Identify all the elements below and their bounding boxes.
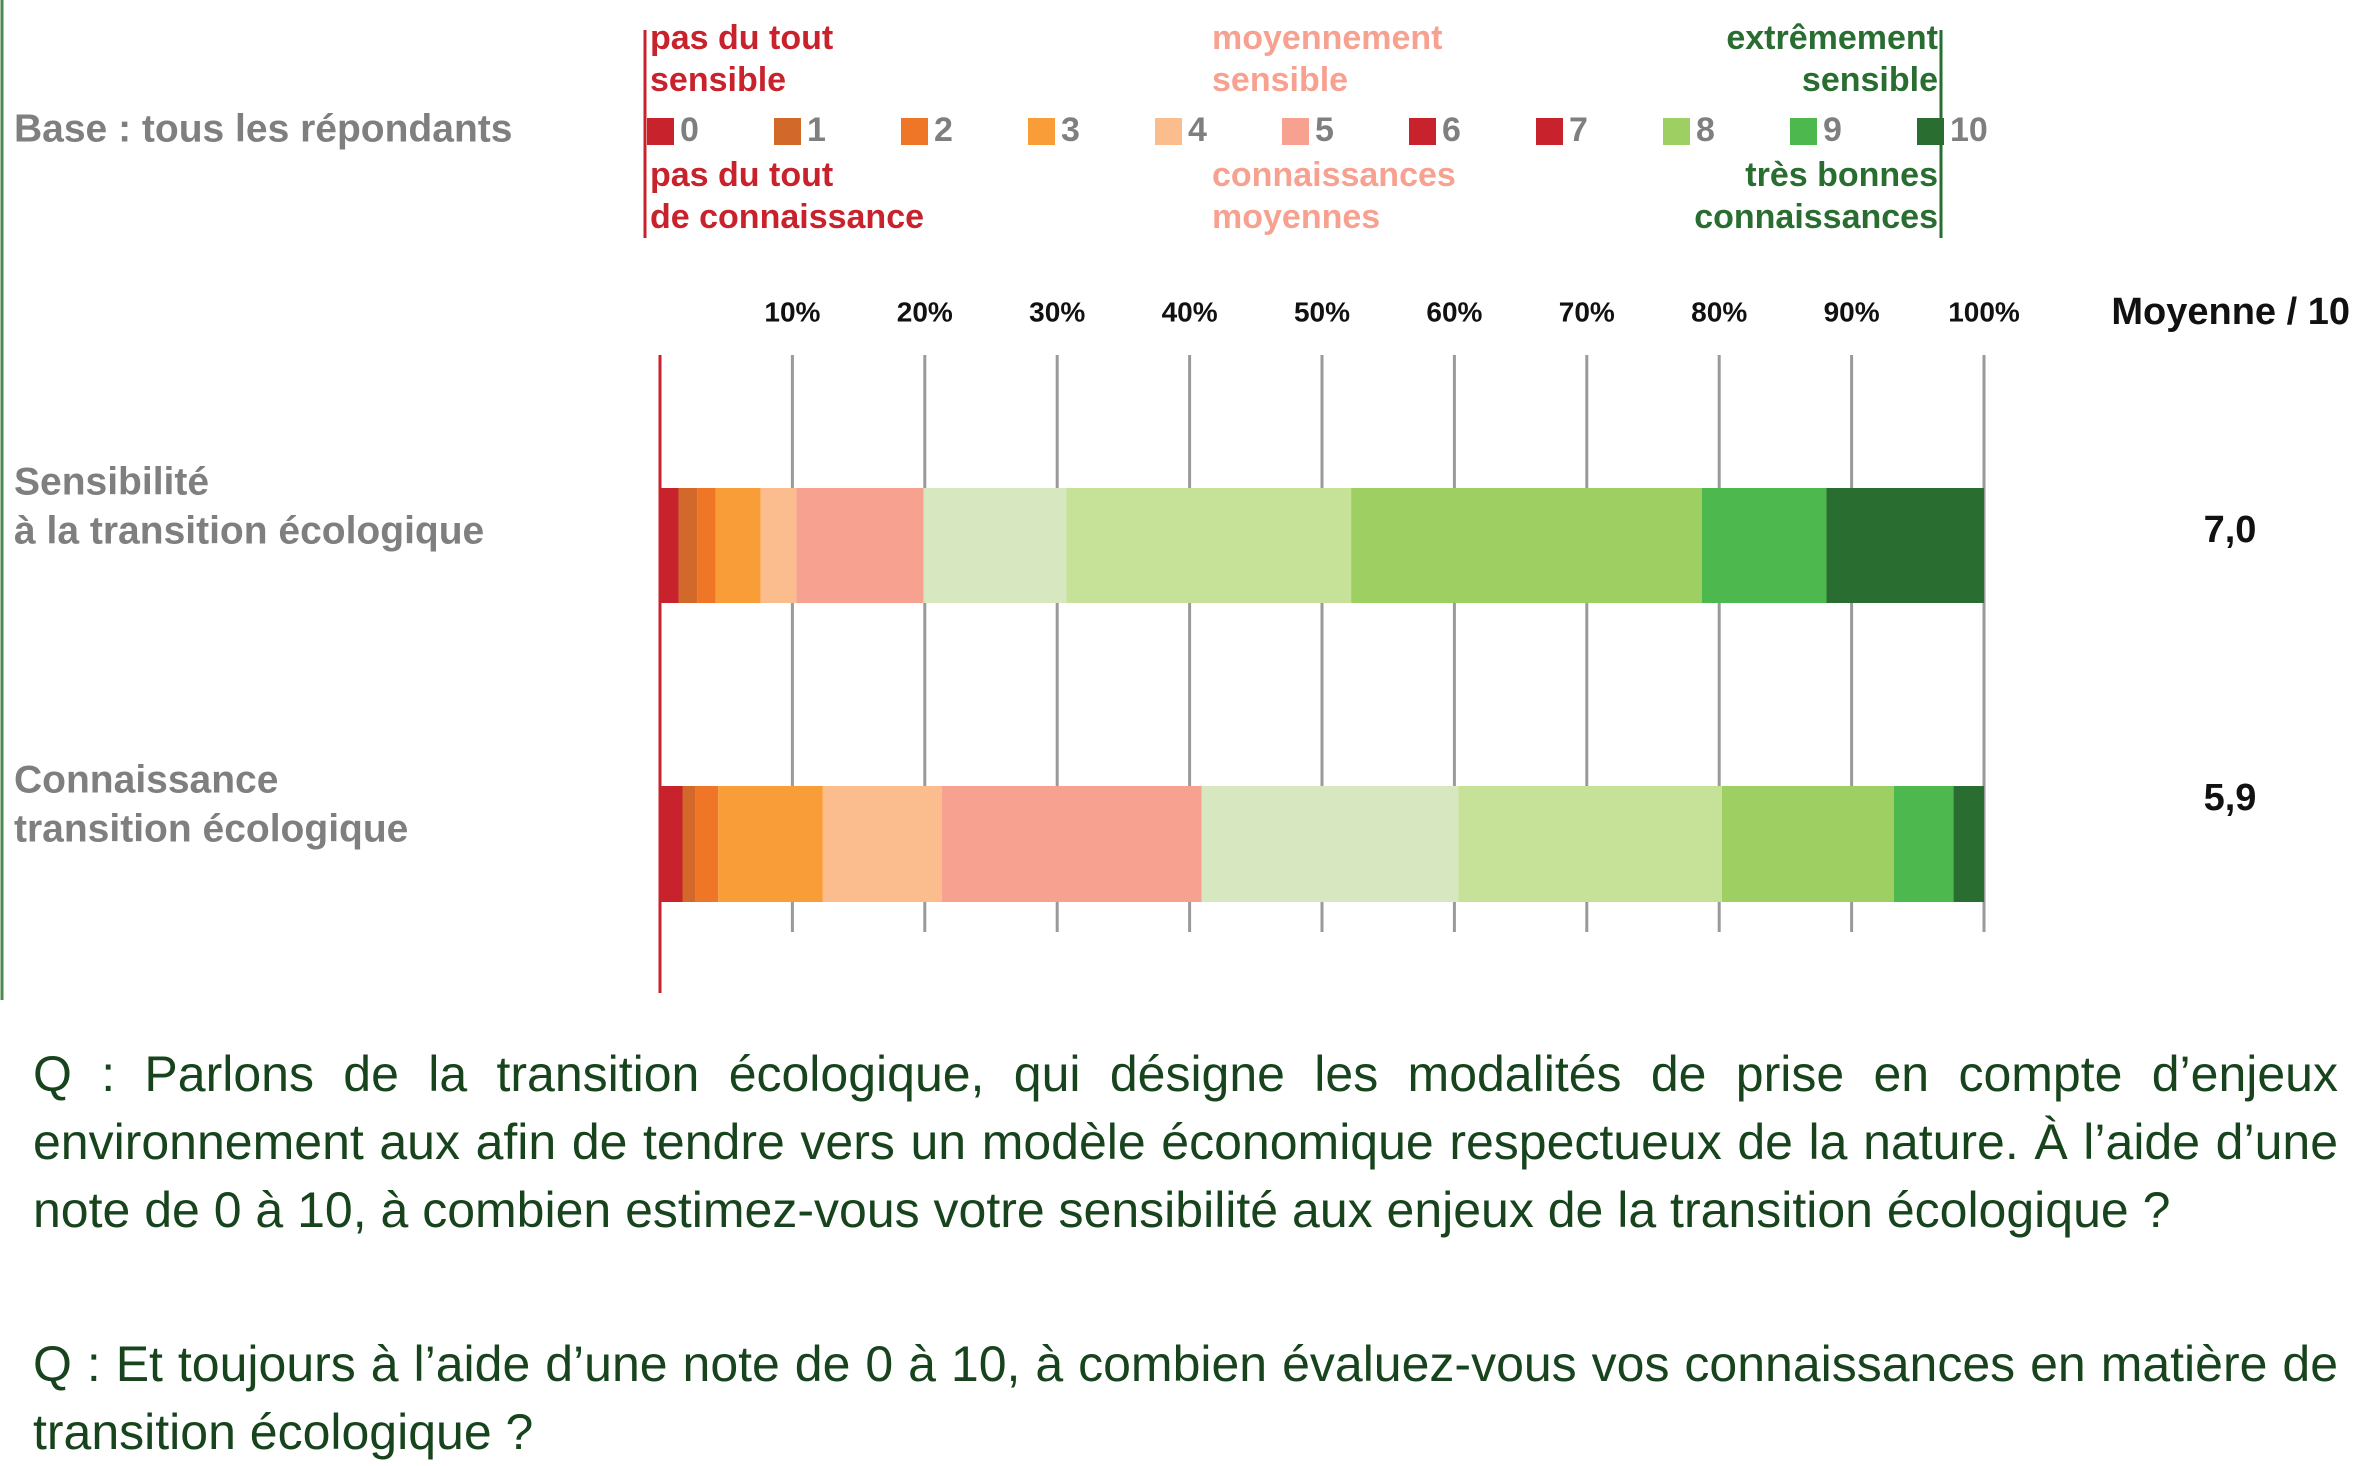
legend-swatch — [901, 118, 928, 145]
legend-label: 5 — [1315, 111, 1334, 149]
bar-segment — [697, 488, 716, 603]
legend-label: 1 — [807, 111, 826, 149]
bar-segment — [1458, 786, 1722, 902]
bar-segment — [678, 488, 698, 603]
bar-segment — [796, 488, 924, 603]
subtitle: Base : tous les répondants — [14, 107, 512, 150]
scale-annotation: moyennement — [1212, 19, 1443, 57]
legend-label: 9 — [1823, 111, 1842, 149]
x-tick-label: 70% — [1559, 296, 1615, 327]
question-1: Q : Parlons de la transition écologique,… — [33, 1046, 2338, 1238]
mean-label: 7,0 — [2204, 509, 2257, 551]
x-tick-label: 50% — [1294, 296, 1350, 327]
scale-annotation: sensible — [1802, 61, 1938, 99]
legend-swatch — [1917, 118, 1944, 145]
bar-segment — [715, 488, 761, 603]
legend-label: 7 — [1569, 111, 1588, 149]
scale-annotation: pas du tout — [650, 19, 833, 57]
legend-label: 4 — [1188, 111, 1207, 149]
legend-label: 8 — [1696, 111, 1715, 149]
bar-segment — [660, 488, 679, 603]
category-label: à la transition écologique — [14, 509, 484, 552]
category-label: transition écologique — [14, 807, 408, 850]
x-tick-label: 80% — [1691, 296, 1747, 327]
legend-swatch — [1028, 118, 1055, 145]
x-tick-label: 10% — [764, 296, 820, 327]
legend-swatch — [1790, 118, 1817, 145]
scale-annotation: extrêmement — [1726, 19, 1938, 57]
x-tick-label: 40% — [1162, 296, 1218, 327]
scale-annotation: connaissances — [1694, 198, 1938, 236]
x-tick-label: 100% — [1948, 296, 2020, 327]
legend-swatch — [647, 118, 674, 145]
bar-segment — [760, 488, 797, 603]
legend-label: 2 — [934, 111, 953, 149]
mean-title: Moyenne / 10 — [2111, 291, 2350, 333]
scale-annotation: moyennes — [1212, 198, 1380, 236]
bar-segment — [1066, 488, 1352, 603]
bar-segment — [1953, 786, 1984, 902]
bar-segment — [682, 786, 696, 902]
legend-swatch — [1282, 118, 1309, 145]
x-tick-label: 60% — [1426, 296, 1482, 327]
scale-annotation: connaissances — [1212, 156, 1456, 194]
legend-swatch — [1155, 118, 1182, 145]
bar-segment — [695, 786, 719, 902]
scale-annotation: de connaissance — [650, 198, 924, 236]
scale-annotation: pas du tout — [650, 156, 833, 194]
category-label: Connaissance — [14, 758, 278, 801]
mean-label: 5,9 — [2204, 777, 2257, 819]
bar-segment — [1351, 488, 1702, 603]
chart: Base : tous les répondants Moyenne / 10 … — [0, 0, 2350, 1000]
legend-label: 3 — [1061, 111, 1080, 149]
question-2: Q : Et toujours à l’aide d’une note de 0… — [33, 1336, 2338, 1460]
legend-swatch — [774, 118, 801, 145]
legend-label: 10 — [1950, 111, 1988, 149]
legend-label: 6 — [1442, 111, 1461, 149]
x-tick-label: 90% — [1824, 296, 1880, 327]
category-label: Sensibilité — [14, 460, 209, 503]
legend-swatch — [1663, 118, 1690, 145]
bar-segment — [718, 786, 823, 902]
bar-segment — [1893, 786, 1954, 902]
legend-label: 0 — [680, 111, 699, 149]
x-tick-label: 20% — [897, 296, 953, 327]
scale-annotation: très bonnes — [1745, 156, 1938, 194]
bar-segment — [822, 786, 943, 902]
scale-annotation: sensible — [650, 61, 786, 99]
x-tick-label: 30% — [1029, 296, 1085, 327]
scale-annotation: sensible — [1212, 61, 1348, 99]
bar-segment — [1721, 786, 1894, 902]
legend-swatch — [1409, 118, 1436, 145]
bar-segment — [1826, 488, 1984, 603]
legend-swatch — [1536, 118, 1563, 145]
bar-segment — [1701, 488, 1827, 603]
bar-segment — [660, 786, 683, 902]
bar-segment — [923, 488, 1067, 603]
bar-segment — [1201, 786, 1459, 902]
bar-segment — [942, 786, 1202, 902]
